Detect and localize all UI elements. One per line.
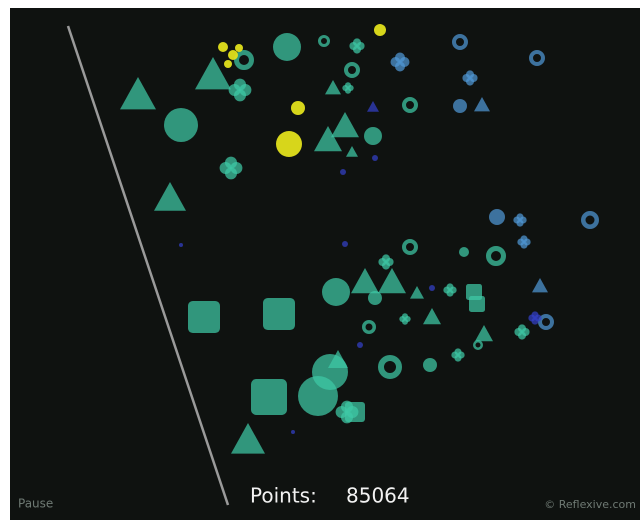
credit: © Reflexive.com xyxy=(544,498,636,511)
flower-shape xyxy=(451,348,465,362)
triangle-shape xyxy=(378,268,406,294)
ring-shape xyxy=(529,50,545,66)
flower-shape xyxy=(443,283,457,297)
circle-shape xyxy=(489,209,505,225)
circle-shape xyxy=(423,358,437,372)
pause-button[interactable]: Pause xyxy=(18,497,53,511)
ring-shape xyxy=(402,97,418,113)
ring-shape xyxy=(486,246,506,266)
circle-shape xyxy=(291,430,295,434)
square-shape xyxy=(469,296,485,312)
triangle-shape xyxy=(423,308,441,325)
triangle-shape xyxy=(474,97,490,112)
circle-shape xyxy=(276,131,302,157)
triangle-shape xyxy=(410,286,424,299)
circle-shape xyxy=(342,241,348,247)
ring-shape xyxy=(318,35,330,47)
square-shape xyxy=(188,301,220,333)
circle-shape xyxy=(357,342,363,348)
circle-shape xyxy=(273,33,301,61)
square-shape xyxy=(345,402,365,422)
circle-shape xyxy=(224,60,232,68)
flower-petal xyxy=(335,406,348,418)
circle-shape xyxy=(218,42,228,52)
circle-shape xyxy=(340,169,346,175)
circle-shape xyxy=(374,24,386,36)
circle-shape xyxy=(368,291,382,305)
triangle-shape xyxy=(351,268,379,294)
circle-shape xyxy=(364,127,382,145)
flower-shape xyxy=(399,313,411,325)
flower-shape xyxy=(219,156,243,180)
flower-petal xyxy=(462,74,471,82)
flower-petal xyxy=(451,351,459,359)
triangle-shape xyxy=(346,146,358,157)
triangle-shape xyxy=(532,278,548,293)
circle-shape xyxy=(179,243,183,247)
circle-shape xyxy=(372,155,378,161)
flower-shape xyxy=(517,235,531,249)
ring-shape xyxy=(452,34,468,50)
flower-petal xyxy=(349,42,358,50)
flower-shape xyxy=(462,70,478,86)
circle-shape xyxy=(453,99,467,113)
flower-petal xyxy=(517,238,525,246)
circle-shape xyxy=(298,376,338,416)
flower-shape xyxy=(228,78,252,102)
ring-shape xyxy=(344,62,360,78)
ring-shape xyxy=(473,340,483,350)
flower-petal xyxy=(399,316,406,322)
ring-shape xyxy=(581,211,599,229)
flower-petal xyxy=(219,162,232,174)
square-shape xyxy=(251,379,287,415)
circle-shape xyxy=(228,50,238,60)
shapes xyxy=(120,24,599,454)
circle-shape xyxy=(291,101,305,115)
flower-petal xyxy=(514,328,523,336)
ring-shape xyxy=(234,50,254,70)
triangle-shape xyxy=(328,350,348,368)
playfield xyxy=(10,8,640,520)
triangle-shape xyxy=(314,126,342,152)
flower-shape xyxy=(378,254,394,270)
flower-petal xyxy=(443,286,451,294)
flower-shape xyxy=(514,324,530,340)
flower-shape xyxy=(349,38,365,54)
circle-shape xyxy=(164,108,198,142)
ring-shape xyxy=(378,355,402,379)
triangle-shape xyxy=(331,112,359,138)
triangle-shape xyxy=(120,77,156,110)
triangle-shape xyxy=(195,57,231,90)
triangle-shape xyxy=(231,423,265,454)
triangle-shape xyxy=(325,80,341,95)
flower-shape xyxy=(390,52,410,72)
points-value: 85064 xyxy=(346,484,410,508)
flower-shape xyxy=(528,311,542,325)
ring-shape xyxy=(362,320,376,334)
points-label: Points: xyxy=(250,484,317,508)
flower-petal xyxy=(528,314,536,322)
flower-petal xyxy=(390,57,401,67)
flower-petal xyxy=(513,216,521,224)
circle-shape xyxy=(459,247,469,257)
triangle-shape xyxy=(475,325,493,342)
ring-shape xyxy=(402,239,418,255)
flower-petal xyxy=(228,84,241,96)
ring-shape xyxy=(538,314,554,330)
square-shape xyxy=(263,298,295,330)
flower-petal xyxy=(378,258,387,266)
flower-shape xyxy=(513,213,527,227)
circle-shape xyxy=(429,285,435,291)
triangle-shape xyxy=(154,182,186,211)
circle-shape xyxy=(322,278,350,306)
boundary-line xyxy=(66,25,230,506)
triangle-shape xyxy=(367,101,379,112)
flower-petal xyxy=(342,85,349,91)
circle-shape xyxy=(235,44,243,52)
flower-shape xyxy=(342,82,354,94)
